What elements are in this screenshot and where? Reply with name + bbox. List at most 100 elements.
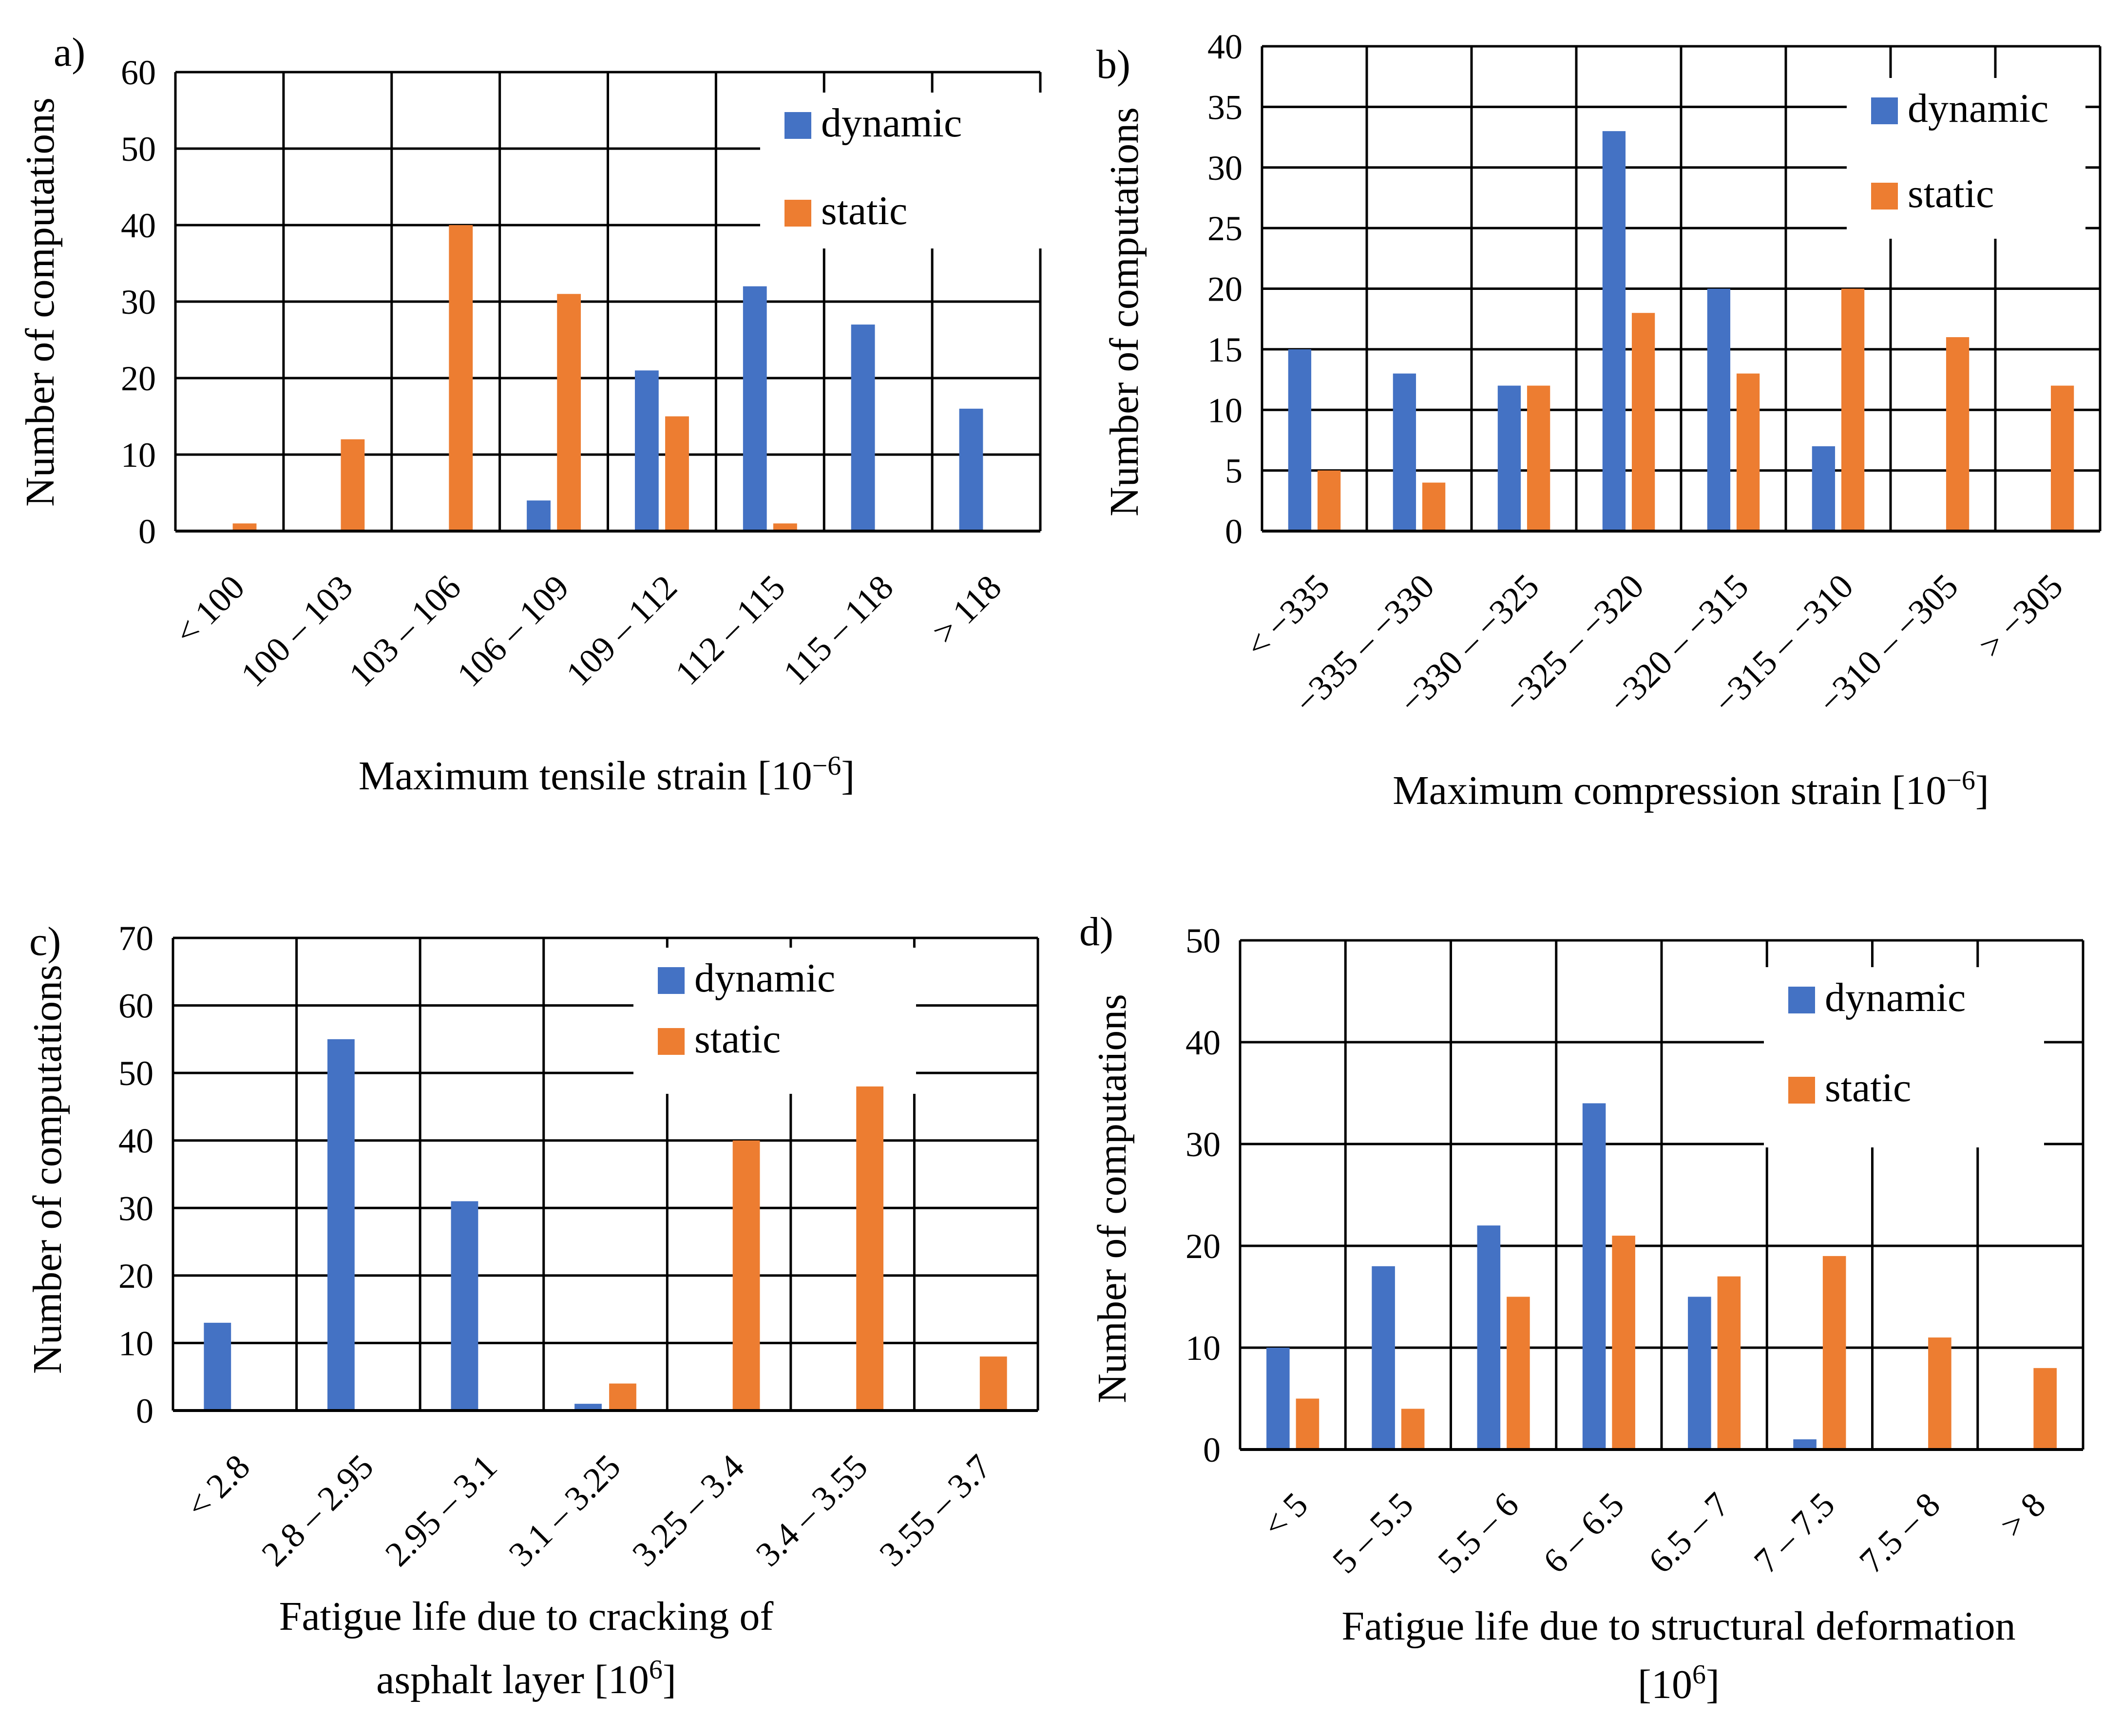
legend-label-static: static [821, 188, 907, 233]
bar-static-6 [1822, 1256, 1846, 1450]
bar-static-7 [979, 1356, 1007, 1411]
panel-label: a) [54, 30, 85, 75]
bar-dynamic-4 [574, 1404, 602, 1411]
y-tick-label: 10 [1186, 1329, 1221, 1368]
bar-dynamic-2 [1372, 1266, 1395, 1450]
bar-static-6 [1841, 288, 1865, 531]
bar-static-2 [1422, 482, 1446, 531]
bar-static-1 [232, 523, 257, 531]
y-tick-label: 20 [1186, 1227, 1221, 1266]
y-tick-label: 50 [118, 1054, 153, 1093]
bar-dynamic-4 [1602, 131, 1626, 531]
legend-label-dynamic: dynamic [1908, 86, 2048, 131]
legend-swatch-static [1788, 1077, 1815, 1104]
bar-static-1 [1317, 470, 1341, 531]
y-tick-label: 40 [1207, 27, 1243, 66]
bar-static-1 [1296, 1398, 1320, 1450]
y-tick-label: 5 [1225, 452, 1243, 491]
legend-label-static: static [1908, 171, 1994, 216]
bar-static-3 [1527, 385, 1550, 531]
bar-dynamic-1 [1266, 1348, 1290, 1450]
bar-dynamic-1 [1288, 349, 1312, 531]
legend-swatch-static [784, 200, 811, 227]
bar-static-2 [1401, 1409, 1425, 1450]
legend-label-dynamic: dynamic [694, 955, 835, 1001]
y-axis-title: Number of computations [18, 97, 63, 507]
y-tick-label: 60 [118, 987, 153, 1026]
bar-static-5 [732, 1140, 760, 1411]
y-tick-label: 30 [1207, 149, 1243, 188]
bar-dynamic-5 [1688, 1297, 1711, 1450]
bar-dynamic-1 [204, 1322, 231, 1411]
y-axis-title: Number of computations [25, 965, 70, 1374]
bar-static-3 [449, 225, 473, 531]
y-tick-label: 50 [121, 130, 156, 169]
bar-static-4 [1612, 1236, 1635, 1450]
legend-swatch-dynamic [658, 967, 685, 994]
legend-label-dynamic: dynamic [821, 100, 962, 146]
bar-static-8 [2033, 1368, 2057, 1450]
y-tick-label: 0 [1203, 1431, 1221, 1469]
bar-static-7 [1928, 1337, 1951, 1450]
legend: dynamic static [760, 93, 1048, 248]
bar-static-5 [1736, 373, 1760, 531]
legend: dynamic static [1847, 78, 2085, 239]
y-tick-label: 0 [138, 512, 156, 551]
y-tick-label: 60 [121, 53, 156, 92]
bar-dynamic-4 [527, 500, 551, 531]
y-tick-label: 0 [136, 1392, 153, 1431]
panel-label: d) [1079, 909, 1113, 954]
y-tick-label: 10 [1207, 391, 1243, 430]
y-tick-label: 15 [1207, 330, 1243, 369]
bar-dynamic-6 [1812, 446, 1836, 531]
legend: dynamic static [633, 948, 916, 1094]
bar-static-2 [341, 439, 365, 531]
x-axis-title: [106] [1638, 1660, 1720, 1707]
bar-dynamic-6 [743, 286, 767, 531]
y-axis-title: Number of computations [1090, 994, 1135, 1403]
bar-static-5 [1717, 1276, 1741, 1450]
bar-dynamic-6 [1793, 1439, 1817, 1450]
legend-swatch-static [1871, 183, 1898, 210]
y-tick-label: 20 [1207, 270, 1243, 309]
bar-dynamic-7 [851, 324, 875, 531]
y-tick-label: 70 [118, 919, 153, 958]
legend-label-static: static [694, 1016, 781, 1062]
bar-static-8 [2050, 385, 2074, 531]
y-tick-label: 0 [1225, 512, 1243, 551]
y-tick-label: 40 [1186, 1023, 1221, 1062]
y-tick-label: 25 [1207, 209, 1243, 248]
bar-dynamic-2 [1393, 373, 1416, 531]
legend-swatch-dynamic [784, 112, 811, 139]
y-tick-label: 50 [1186, 921, 1221, 960]
bar-dynamic-3 [451, 1201, 478, 1411]
legend-label-dynamic: dynamic [1825, 975, 1966, 1020]
y-tick-label: 10 [121, 436, 156, 475]
bar-dynamic-4 [1582, 1103, 1606, 1450]
y-tick-label: 30 [121, 283, 156, 322]
bar-static-6 [856, 1086, 884, 1411]
panel-label: b) [1096, 42, 1130, 87]
x-axis-title: Maximum tensile strain [10−6] [359, 751, 855, 799]
legend-label-static: static [1825, 1065, 1911, 1110]
bar-static-5 [665, 416, 689, 531]
bar-static-4 [609, 1383, 636, 1411]
bar-dynamic-5 [1707, 288, 1731, 531]
legend: dynamic static [1764, 967, 2044, 1147]
y-tick-label: 20 [118, 1257, 153, 1296]
bar-static-7 [1946, 337, 1970, 531]
y-tick-label: 30 [118, 1189, 153, 1228]
legend-swatch-dynamic [1788, 987, 1815, 1013]
bar-static-4 [557, 294, 581, 531]
y-tick-label: 20 [121, 359, 156, 398]
bar-dynamic-2 [327, 1039, 355, 1411]
legend-swatch-static [658, 1028, 685, 1055]
x-axis-title: Fatigue life due to cracking of [279, 1594, 774, 1639]
y-tick-label: 10 [118, 1324, 153, 1363]
y-axis-title: Number of computations [1102, 107, 1147, 516]
legend-swatch-dynamic [1871, 97, 1898, 124]
x-axis-title: asphalt layer [106] [376, 1655, 676, 1702]
